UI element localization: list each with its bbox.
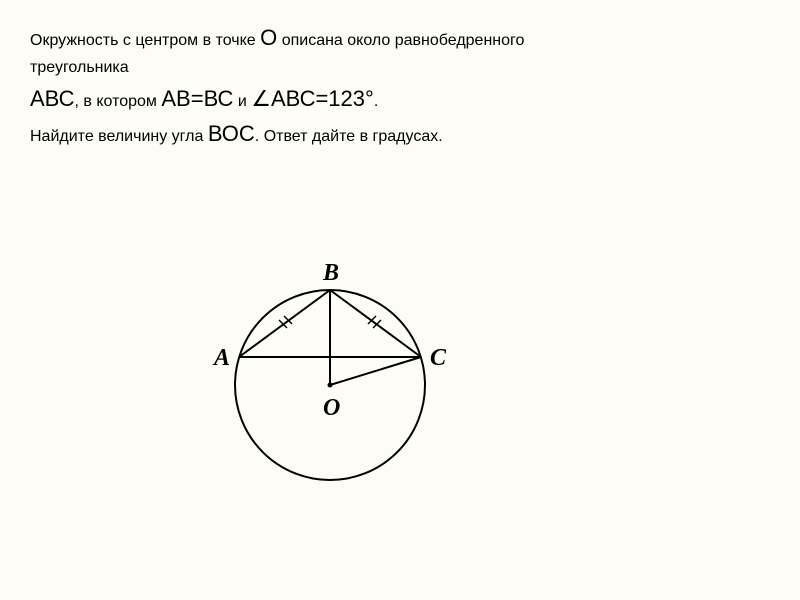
label-A: A	[212, 345, 230, 371]
text-segment: и	[233, 93, 251, 110]
point-O-text: О	[260, 25, 277, 50]
problem-statement: Окружность с центром в точке О описана о…	[30, 20, 770, 151]
equation-text: АВ=ВС	[161, 86, 233, 111]
text-segment: треугольника	[30, 59, 129, 76]
geometry-diagram: A B C O	[180, 230, 480, 530]
angle-BOC-text: ВОС	[208, 121, 255, 146]
text-segment: . Ответ дайте в градусах.	[255, 128, 443, 145]
side-BC	[330, 290, 421, 357]
diagram-svg: A B C O	[180, 230, 480, 530]
label-C: C	[430, 345, 447, 371]
text-segment: Найдите величину угла	[30, 128, 208, 145]
label-O: O	[323, 395, 340, 421]
text-segment: описана около равнобедренного	[277, 32, 524, 49]
center-point	[328, 383, 333, 388]
triangle-ABC-text: АВС	[30, 86, 75, 111]
radius-OC	[330, 357, 421, 385]
text-segment: , в котором	[75, 93, 162, 110]
text-segment: .	[374, 93, 378, 110]
angle-text: ∠АВС=123°	[251, 86, 374, 111]
side-AB	[239, 290, 330, 357]
label-B: B	[322, 260, 339, 286]
text-segment: Окружность с центром в точке	[30, 32, 260, 49]
